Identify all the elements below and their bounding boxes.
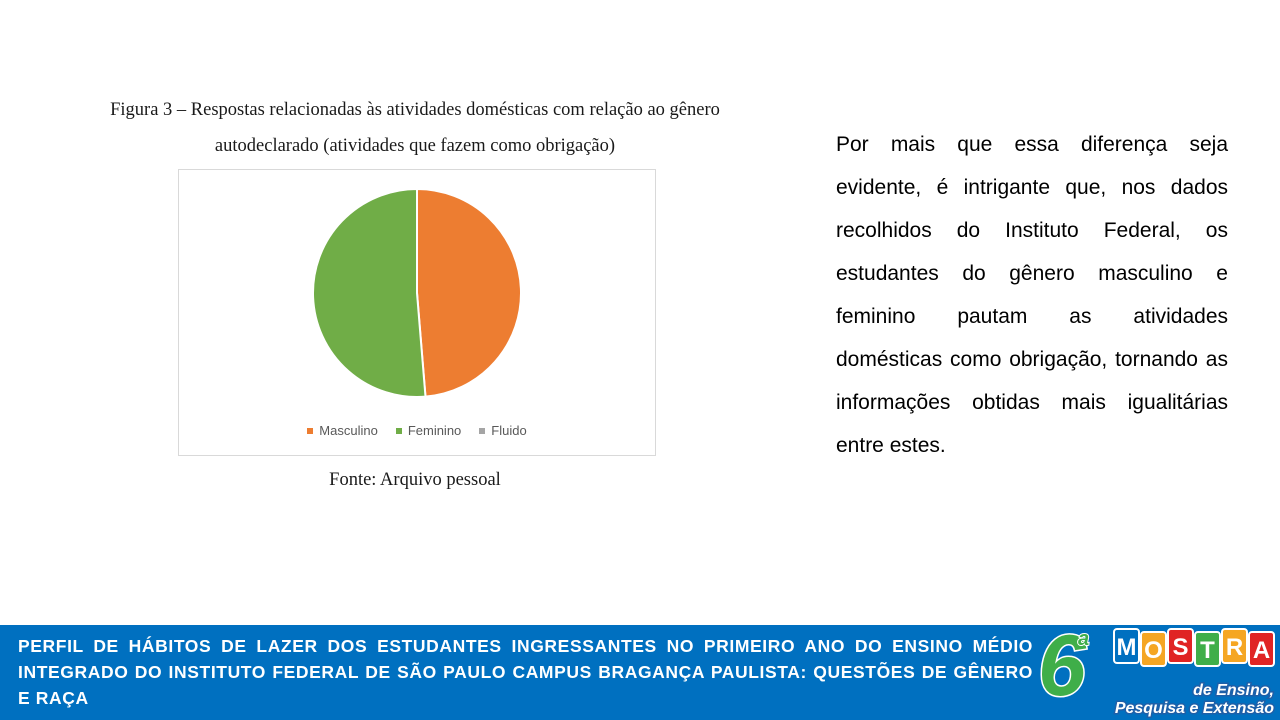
legend-item-feminino: Feminino: [395, 423, 462, 438]
logo-ordinal: a: [1078, 628, 1089, 650]
logo-letter-tile: [1113, 628, 1140, 664]
logo-letter: O: [1144, 637, 1163, 664]
body-paragraph: Por mais que essa diferença seja evident…: [836, 133, 1228, 457]
logo-letter-tile: [1194, 631, 1221, 667]
logo-letter: A: [1253, 637, 1270, 664]
pie-chart: Masculino Feminino Fluido: [178, 169, 656, 456]
footer-title: PERFIL DE HÁBITOS DE LAZER DOS ESTUDANTE…: [18, 636, 1033, 708]
pie-slice-feminino: [312, 187, 427, 398]
footer-banner: PERFIL DE HÁBITOS DE LAZER DOS ESTUDANTE…: [0, 625, 1280, 720]
logo-letter-tile: [1140, 631, 1167, 667]
chart-legend: Masculino Feminino Fluido: [179, 423, 655, 438]
legend-label: Fluido: [491, 423, 527, 438]
figure-source: Fonte: Arquivo pessoal: [329, 470, 501, 490]
legend-swatch: [307, 427, 314, 434]
legend-swatch: [395, 427, 402, 434]
legend-label: Masculino: [319, 423, 378, 438]
logo-letter: S: [1172, 634, 1188, 661]
logo-letter: M: [1117, 634, 1137, 661]
figure-caption: Figura 3 – Respostas relacionadas às ati…: [60, 92, 770, 164]
figure-caption-line1: Figura 3 – Respostas relacionadas às ati…: [110, 100, 720, 120]
legend-swatch: [479, 427, 486, 434]
pie-chart-svg: [312, 187, 522, 398]
logo-letter-tile: [1221, 628, 1248, 664]
logo-letter: T: [1200, 637, 1215, 664]
legend-item-fluido: Fluido: [479, 423, 527, 438]
figure-caption-line2: autodeclarado (atividades que fazem como…: [214, 136, 616, 156]
logo-letter-tile: [1248, 631, 1275, 667]
logo-letter-tile: [1167, 628, 1194, 664]
logo-letter: R: [1226, 634, 1243, 661]
logo-number: 6: [1038, 618, 1087, 714]
pie-slice-masculino: [416, 187, 522, 398]
legend-item-masculino: Masculino: [307, 423, 378, 438]
legend-label: Feminino: [407, 423, 462, 438]
logo-line1: de Ensino,: [1193, 682, 1274, 699]
logo-line2: Pesquisa e Extensão: [1115, 700, 1274, 717]
